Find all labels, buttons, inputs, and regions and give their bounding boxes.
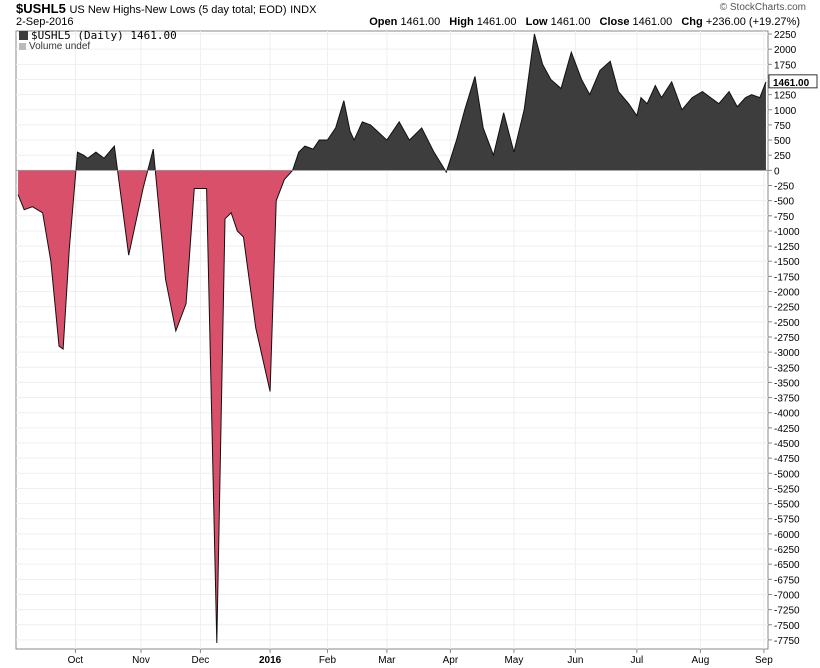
y-tick-label: -1750 <box>774 272 800 283</box>
y-tick-label: -7000 <box>774 590 800 601</box>
x-tick-label: Feb <box>319 655 337 666</box>
y-tick-label: -7500 <box>774 621 800 632</box>
series-line <box>17 33 767 643</box>
x-axis: Oct Nov Dec 2016 Feb Mar Apr May Jun Jul Aug Sep <box>68 649 773 666</box>
y-tick-label: 1000 <box>774 106 797 117</box>
x-tick-label: Aug <box>691 655 709 666</box>
y-tick-label: -2500 <box>774 318 800 329</box>
chart-symbol-line: $USHL5 US New Highs-New Lows (5 day tota… <box>16 1 316 16</box>
y-tick-label: -1000 <box>774 227 800 238</box>
low-value: 1461.00 <box>550 16 591 28</box>
y-tick-label: 250 <box>774 151 791 162</box>
y-tick-label: 1250 <box>774 91 797 102</box>
y-tick-label: -6250 <box>774 545 800 556</box>
x-tick-label: Sep <box>755 655 773 666</box>
y-tick-label: 2000 <box>774 45 797 56</box>
y-tick-label: -250 <box>774 182 794 193</box>
x-tick-label: 2016 <box>259 655 282 666</box>
symbol-description: US New Highs-New Lows (5 day total; EOD) <box>69 4 287 16</box>
y-tick-label: -3750 <box>774 394 800 405</box>
y-tick-label: 1750 <box>774 60 797 71</box>
y-tick-label: -7250 <box>774 606 800 617</box>
volume-swatch <box>19 43 26 50</box>
y-tick-label: -5000 <box>774 469 800 480</box>
legend-swatch <box>19 31 28 40</box>
legend-label: $USHL5 (Daily) 1461.00 <box>31 29 177 42</box>
x-tick-label: Mar <box>378 655 396 666</box>
symbol: $USHL5 <box>16 1 66 16</box>
chg-value: +236.00 (+19.27%) <box>705 16 800 28</box>
volume-label: Volume undef <box>29 41 91 52</box>
last-value-marker: 1461.00 <box>768 74 818 89</box>
y-tick-label: -1500 <box>774 257 800 268</box>
open-value: 1461.00 <box>400 16 441 28</box>
exchange: INDX <box>290 4 317 16</box>
x-tick-label: Dec <box>192 655 210 666</box>
x-tick-label: Oct <box>68 655 84 666</box>
y-tick-label: -3000 <box>774 348 800 359</box>
y-tick-label: -7750 <box>774 636 800 647</box>
open-label: Open <box>369 16 398 28</box>
x-tick-label: May <box>504 655 523 666</box>
chg-label: Chg <box>681 16 703 28</box>
y-tick-label: -5500 <box>774 500 800 511</box>
last-value-box <box>768 74 818 89</box>
y-tick-label: -1250 <box>774 242 800 253</box>
close-value: 1461.00 <box>632 16 673 28</box>
y-tick-label: 500 <box>774 136 791 147</box>
x-tick-label: Nov <box>132 655 150 666</box>
y-tick-label: -2750 <box>774 333 800 344</box>
low-label: Low <box>525 16 548 28</box>
y-tick-label: -2250 <box>774 303 800 314</box>
high-label: High <box>449 16 474 28</box>
y-tick-label: 750 <box>774 121 791 132</box>
y-tick-label: -3250 <box>774 363 800 374</box>
close-label: Close <box>599 16 630 28</box>
chart-header: $USHL5 US New Highs-New Lows (5 day tota… <box>0 0 820 32</box>
last-value-label: 1461.00 <box>773 78 810 89</box>
y-tick-label: -4500 <box>774 439 800 450</box>
x-tick-label: Jun <box>567 655 583 666</box>
y-tick-label: 0 <box>774 166 780 177</box>
y-tick-label: -2000 <box>774 288 800 299</box>
y-tick-label: -3500 <box>774 378 800 389</box>
ohlc-readout: Open 1461.00 High 1461.00 Low 1461.00 Cl… <box>369 16 806 28</box>
volume-legend: Volume undef <box>19 41 90 52</box>
y-tick-label: -4750 <box>774 454 800 465</box>
copyright: © StockCharts.com <box>719 2 806 13</box>
area-series <box>16 33 768 643</box>
y-tick-label: -6500 <box>774 560 800 571</box>
high-value: 1461.00 <box>476 16 517 28</box>
y-tick-label: -4000 <box>774 409 800 420</box>
y-tick-label: -5250 <box>774 484 800 495</box>
y-tick-label: -5750 <box>774 515 800 526</box>
series-legend: $USHL5 (Daily) 1461.00 <box>19 29 177 42</box>
x-tick-label: Apr <box>443 655 459 666</box>
y-tick-label: 2250 <box>774 30 797 41</box>
y-tick-label: -6750 <box>774 575 800 586</box>
y-axis: 2250200017501500125010007505002500-250-5… <box>768 30 800 647</box>
chart-date: 2-Sep-2016 <box>16 16 74 28</box>
y-tick-label: -500 <box>774 197 794 208</box>
y-tick-label: -4250 <box>774 424 800 435</box>
positive-area <box>75 34 766 171</box>
y-tick-label: -750 <box>774 212 794 223</box>
x-tick-label: Jul <box>630 655 643 666</box>
y-tick-label: -6000 <box>774 530 800 541</box>
